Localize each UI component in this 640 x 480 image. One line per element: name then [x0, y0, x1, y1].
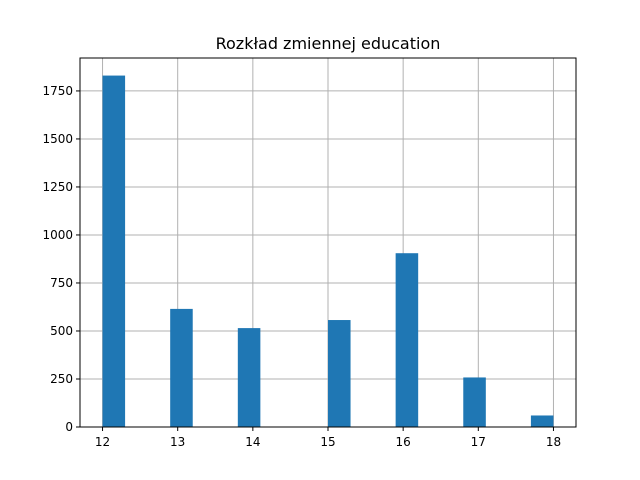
y-tick-label: 750 [50, 276, 73, 290]
x-tick-label: 13 [170, 435, 185, 449]
y-tick-label: 1250 [42, 180, 73, 194]
histogram-bar [395, 253, 419, 427]
x-tick-label: 14 [245, 435, 260, 449]
axis-ticks: 12 13 14 15 16 17 18 0 250 500 750 1000 1250 1500 1750 [42, 84, 561, 449]
y-tick-label: 500 [50, 324, 73, 338]
x-tick-label: 17 [471, 435, 486, 449]
histogram-bar [170, 308, 193, 427]
y-tick-label: 1500 [42, 132, 73, 146]
histogram-bar [237, 328, 261, 427]
x-tick-label: 12 [95, 435, 110, 449]
histogram-bar [328, 320, 351, 427]
histogram-bar [102, 75, 126, 428]
x-tick-label: 16 [396, 435, 411, 449]
y-tick-label: 250 [50, 372, 73, 386]
bars [102, 75, 554, 428]
histogram-bar [463, 377, 486, 427]
y-tick-label: 1750 [42, 84, 73, 98]
y-tick-label: 1000 [42, 228, 73, 242]
x-tick-label: 15 [320, 435, 335, 449]
y-tick-label: 0 [65, 420, 73, 434]
x-tick-label: 18 [546, 435, 561, 449]
histogram-bar [530, 415, 554, 427]
chart-title: Rozkład zmiennej education [216, 34, 441, 53]
grid [80, 58, 576, 428]
